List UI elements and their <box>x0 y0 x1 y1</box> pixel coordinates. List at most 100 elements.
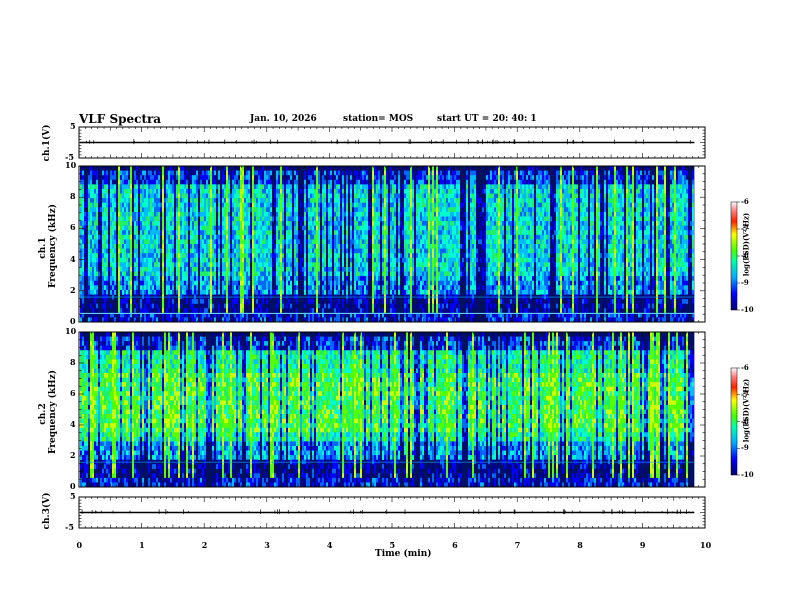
station-label: station= MOS <box>343 114 414 124</box>
spectrogram-cell <box>166 308 168 314</box>
spectrogram-cell <box>204 317 206 323</box>
spectrogram-cell <box>286 289 288 295</box>
spectrogram-cell <box>136 230 138 236</box>
spectrogram-cell <box>288 179 290 185</box>
spectrogram-cell <box>150 253 152 259</box>
spectrogram-cell <box>232 207 234 213</box>
spectrogram-cell <box>194 234 196 240</box>
spectrogram-cell <box>288 271 290 277</box>
spectrogram-cell <box>346 234 348 240</box>
spectrogram-cell <box>182 179 184 185</box>
spectrogram-cell <box>242 170 244 176</box>
spectrogram-cell <box>206 244 208 249</box>
spectrogram-cell <box>158 225 160 231</box>
spectrogram-cell <box>108 216 110 222</box>
spectrogram-cell <box>156 193 158 199</box>
spectrogram-cell <box>410 317 412 323</box>
spectrogram-cell <box>280 207 282 213</box>
spectrogram-cell <box>218 216 220 222</box>
spectrogram-cell <box>304 221 306 226</box>
spectrogram-cell <box>104 317 106 323</box>
spectrogram-cell <box>208 234 210 240</box>
spectrogram-cell <box>172 280 174 286</box>
spectrogram-cell <box>152 280 154 286</box>
spectrogram-cell <box>268 170 270 176</box>
spectrogram-cell <box>234 202 236 208</box>
spectrogram-cell <box>290 216 292 222</box>
spectrogram-cell <box>410 170 412 176</box>
spectrogram-cell <box>280 271 282 277</box>
spectrogram-cell <box>286 248 288 254</box>
spectrogram-cell <box>148 299 150 304</box>
spectrogram-cell <box>190 175 192 181</box>
spectrogram-cell <box>340 280 342 286</box>
spectrogram-cell <box>208 280 210 286</box>
spectrogram-cell <box>106 317 108 323</box>
spectrogram-cell <box>340 198 342 204</box>
spectrogram-cell <box>240 216 242 222</box>
spectrogram-cell <box>186 317 188 323</box>
spectrogram-cell <box>96 289 98 295</box>
spectrogram-cell <box>220 262 222 268</box>
spectrogram-cell <box>112 280 114 286</box>
spectrogram-cell <box>356 207 358 213</box>
spectrogram-cell <box>224 207 226 213</box>
spectrogram-cell <box>136 234 138 240</box>
spectrogram-cell <box>412 285 414 291</box>
spectrogram-cell <box>364 230 366 236</box>
spectrogram-cell <box>162 184 164 190</box>
spectrogram-cell <box>416 266 418 272</box>
date-label: Jan. 10, 2026 <box>250 114 317 124</box>
spectrogram-cell <box>252 239 254 245</box>
spectrogram-cell <box>420 271 422 277</box>
spectrogram-cell <box>188 207 190 213</box>
spectrogram-cell <box>92 299 94 304</box>
spectrogram-cell <box>124 285 126 291</box>
spectrogram-cell <box>266 179 268 185</box>
spectrogram-cell <box>422 257 424 263</box>
spectrogram-cell <box>92 271 94 277</box>
spectrogram-cell <box>140 280 142 286</box>
spectrogram-cell <box>208 248 210 254</box>
spectrogram-cell <box>102 234 104 240</box>
spectrogram-cell <box>172 285 174 291</box>
spectrogram-cell <box>342 198 344 204</box>
spectrogram-cell <box>248 289 250 295</box>
spectrogram-cell <box>376 188 378 194</box>
spectrogram-cell <box>132 184 134 190</box>
spectrogram-cell <box>246 207 248 213</box>
spectrogram-cell <box>184 280 186 286</box>
spectrogram-cell <box>256 280 258 286</box>
spectrogram-cell <box>284 198 286 204</box>
spectrogram-cell <box>126 257 128 263</box>
spectrogram-cell <box>362 289 364 295</box>
spectrogram-cell <box>258 266 260 272</box>
spectrogram-cell <box>210 285 212 291</box>
spectrogram-cell <box>210 207 212 213</box>
spectrogram-cell <box>322 184 324 190</box>
spectrogram-cell <box>322 248 324 254</box>
spectrogram-cell <box>174 257 176 263</box>
spectrogram-cell <box>192 179 194 185</box>
spectrogram-cell <box>364 202 366 208</box>
spectrogram-cell <box>222 184 224 190</box>
spectrogram-cell <box>390 193 392 199</box>
spectrogram-cell <box>322 207 324 213</box>
spectrogram-cell <box>106 244 108 249</box>
spectrogram-cell <box>350 225 352 231</box>
spectrogram-cell <box>136 207 138 213</box>
spectrogram-cell <box>162 239 164 245</box>
spectrogram-cell <box>142 248 144 254</box>
spectrogram-cell <box>300 188 302 194</box>
spectrogram-cell <box>238 308 240 314</box>
spectrogram-cell <box>212 312 214 318</box>
spectrogram-cell <box>416 253 418 259</box>
spectrogram-cell <box>414 253 416 259</box>
spectrogram-cell <box>142 239 144 245</box>
spectrogram-cell <box>244 257 246 263</box>
spectrogram-cell <box>258 317 260 323</box>
spectrogram-cell <box>124 280 126 286</box>
spectrogram-cell <box>102 303 104 309</box>
spectrogram-cell <box>126 221 128 226</box>
spectrogram-cell <box>154 216 156 222</box>
